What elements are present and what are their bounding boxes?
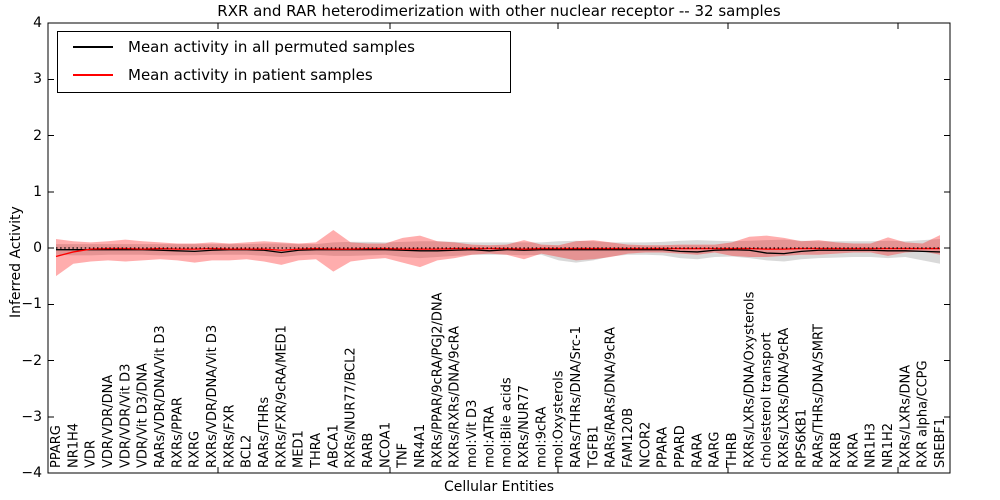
y-tick-label--1: −1 [21,296,42,313]
legend-item-permuted: Mean activity in all permuted samples [73,33,415,61]
x-category-label: VDR/VDR/Vit D3 [118,363,134,468]
x-category-label: RXR alpha/CCPG [915,360,931,468]
y-tick-label-1: 1 [33,183,42,200]
x-category-label: VDR [83,440,99,468]
x-category-label: RPS6KB1 [794,408,810,468]
x-category-label: TGFB1 [586,425,602,468]
y-tick-label--3: −3 [21,408,42,425]
permuted-range-band [56,239,940,264]
permuted-mean-line [56,249,941,255]
y-tick-label-4: 4 [33,15,42,31]
x-category-label: RXRA [846,432,862,468]
x-category-label: PPARA [655,426,671,468]
x-category-label: mol:9cRA [534,406,550,468]
x-category-label: VDR/Vit D3/DNA [135,362,151,468]
x-category-label: RARs/THRs/DNA/Src-1 [569,326,584,468]
x-category-label: PPARG [49,425,64,468]
x-category-label: NR1H2 [881,422,896,468]
x-category-label: RARB [361,432,376,468]
legend-label-patient: Mean activity in patient samples [128,66,373,84]
x-category-label: RXRs/FXR/9cRA/MED1 [274,325,290,468]
y-tick-label--4: −4 [21,465,42,481]
x-category-label: RXRs/LXRs/DNA [898,364,914,468]
chart-title: RXR and RAR heterodimerization with othe… [217,2,781,20]
x-category-label: RXRs/NUR77 [517,385,532,468]
x-category-label: RXRs/RXRs/DNA/9cRA [447,325,463,468]
legend: Mean activity in all permuted samples Me… [57,31,511,93]
x-category-label: NCOR2 [638,421,654,468]
x-category-label: RARG [707,431,723,468]
x-category-label: PPARD [673,425,688,468]
y-tick-label-3: 3 [33,71,42,88]
x-category-label: mol:Vit D3 [465,399,480,468]
patient-range-band [56,230,940,277]
y-axis-title: Inferred Activity [8,206,24,318]
x-category-label: RARA [690,433,706,468]
x-category-label: RXRs/PPAR/9cRA/PGJ2/DNA [430,292,446,469]
x-category-label: RXRs/PPAR [170,397,186,468]
x-category-label: mol:ATRA [482,406,498,468]
y-tick-label-2: 2 [33,127,42,144]
x-category-label: RXRB [829,432,844,468]
x-category-label: cholesterol transport [759,332,775,468]
x-category-label: RARs/THRs/DNA/SMRT [811,324,827,468]
x-category-label: RXRs/VDR/DNA/Vit D3 [205,324,220,468]
x-category-label: RXRs/FXR [222,404,238,468]
permuted-line-swatch [73,46,113,48]
x-category-label: THRA [309,432,324,468]
x-category-label: NCOA1 [378,422,394,468]
x-category-label: VDR/VDR/DNA [101,374,116,468]
x-category-label: mol:Oxysterols [551,370,567,469]
legend-label-permuted: Mean activity in all permuted samples [128,38,415,56]
x-category-label: ABCA1 [326,424,342,468]
x-category-label: THRB [725,432,740,468]
y-tick-label-0: 0 [33,240,42,256]
x-category-label: NR1H3 [863,422,879,468]
x-category-label: RXRs/LXRs/DNA/Oxysterols [742,291,758,468]
x-category-label: BCL2 [239,434,255,468]
x-category-label: NR1H4 [66,422,82,468]
patient-line-swatch [73,74,113,76]
x-category-label: NR4A1 [413,423,428,468]
x-category-label: RXRs/NUR77/BCL2 [343,347,359,468]
y-tick-label--2: −2 [21,352,42,369]
x-category-label: RARs/THRs [257,396,272,468]
x-category-label: TNF [395,442,411,468]
x-category-label: mol:Bile acids [499,377,515,468]
patient-mean-line [55,247,940,258]
x-category-label: RXRs/LXRs/DNA/9cRA [777,327,792,468]
x-category-label: RARs/VDR/DNA/Vit D3 [153,325,168,468]
x-category-label: MED1 [291,430,307,468]
x-category-label: SREBF1 [933,417,948,468]
legend-item-patient: Mean activity in patient samples [73,61,373,89]
x-category-label: RXRG [187,430,203,468]
x-category-label: RARs/RARs/DNA/9cRA [603,327,619,468]
x-category-label: FAM120B [621,407,636,468]
x-axis-title: Cellular Entities [443,479,555,495]
